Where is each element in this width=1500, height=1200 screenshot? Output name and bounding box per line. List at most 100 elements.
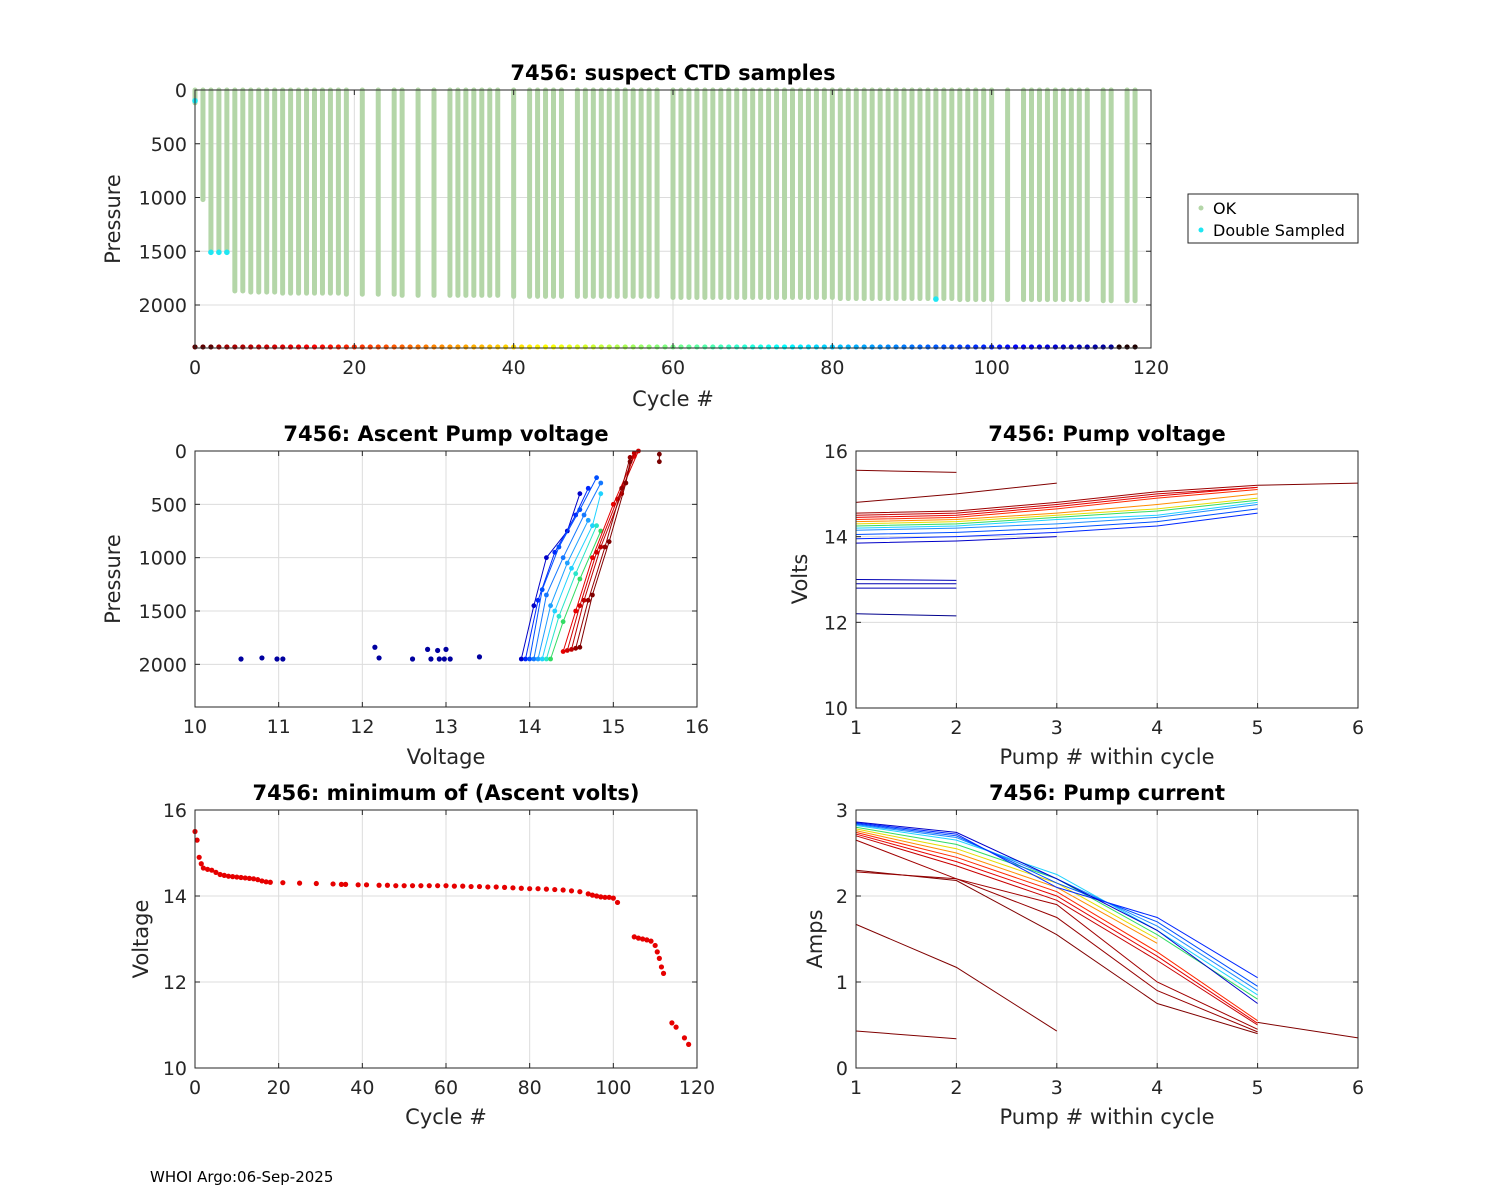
- cycle-marker: [997, 344, 1003, 350]
- footer-credit: WHOI Argo:06-Sep-2025: [150, 1168, 333, 1186]
- min-voltage-point: [606, 894, 612, 900]
- cycle-marker: [726, 344, 732, 350]
- y-axis-label: Amps: [803, 909, 827, 968]
- cycle-marker: [1012, 344, 1019, 350]
- voltage-series-point: [627, 459, 633, 465]
- voltage-series-point: [627, 455, 633, 460]
- y-axis-label: Pressure: [101, 174, 125, 264]
- cycle-marker: [1068, 344, 1074, 350]
- cycle-marker: [1036, 344, 1043, 350]
- pump-voltage-series: [855, 512, 1258, 540]
- cycle-marker: [766, 344, 772, 350]
- min-voltage-point: [213, 869, 219, 875]
- cycle-marker: [973, 344, 979, 350]
- cycle-marker: [503, 344, 509, 350]
- y-tick-label: 1: [836, 972, 848, 994]
- voltage-series-point: [577, 576, 583, 582]
- cycle-marker: [391, 344, 397, 350]
- voltage-series-point: [573, 512, 579, 518]
- cycle-marker: [208, 344, 214, 350]
- cycle-marker: [574, 344, 581, 350]
- cycle-marker: [869, 344, 875, 350]
- voltage-point: [424, 646, 431, 653]
- pump-current-series: [855, 828, 1158, 940]
- x-tick-label: 5: [1252, 1077, 1264, 1099]
- x-tick-label: 60: [434, 1077, 458, 1099]
- cycle-marker: [797, 344, 804, 350]
- pump-voltage-series: [855, 613, 957, 617]
- voltage-series-point: [573, 571, 579, 577]
- x-tick-label: 100: [595, 1077, 631, 1099]
- voltage-series-point: [602, 544, 608, 550]
- cycle-marker: [1060, 344, 1066, 350]
- min-voltage-point: [652, 942, 658, 949]
- voltage-series-point: [544, 656, 549, 662]
- min-voltage-point: [594, 893, 600, 899]
- voltage-series-point: [539, 656, 545, 662]
- min-voltage-point: [644, 937, 650, 943]
- min-voltage-point: [418, 883, 424, 889]
- min-voltage-point: [476, 883, 483, 890]
- cycle-marker: [463, 344, 469, 350]
- x-tick-label: 120: [1133, 357, 1169, 379]
- voltage-point: [476, 654, 483, 660]
- min-voltage-point: [669, 1020, 675, 1026]
- y-tick-label: 12: [824, 612, 848, 634]
- voltage-point: [435, 647, 441, 654]
- voltage-series-point: [590, 523, 595, 529]
- voltage-series-point: [581, 597, 587, 603]
- voltage-series-point: [535, 597, 541, 603]
- voltage-point: [441, 656, 447, 662]
- cycle-marker: [327, 344, 334, 350]
- y-tick-label: 0: [175, 80, 187, 102]
- pump-voltage-series: [855, 508, 1258, 536]
- cycle-marker: [933, 344, 939, 350]
- voltage-series-point: [585, 485, 591, 491]
- min-voltage-point: [225, 873, 232, 879]
- cycle-marker: [248, 344, 254, 350]
- voltage-point: [436, 656, 442, 662]
- cycle-marker: [295, 344, 302, 350]
- x-tick-label: 13: [434, 716, 458, 738]
- voltage-series-point: [569, 565, 574, 571]
- min-voltage-point: [343, 881, 349, 887]
- double-sampled-point: [216, 249, 222, 256]
- voltage-series-point: [523, 656, 528, 662]
- x-tick-label: 2: [950, 717, 962, 739]
- voltage-series-point: [581, 512, 587, 518]
- cycle-marker: [821, 344, 827, 350]
- min-voltage-point: [610, 895, 616, 901]
- cycle-marker: [264, 344, 270, 350]
- x-tick-label: 20: [267, 1077, 291, 1099]
- pump-current-series: [855, 821, 1258, 1004]
- cycle-marker: [789, 344, 796, 350]
- min-voltage-point: [501, 884, 508, 891]
- voltage-point: [447, 656, 453, 662]
- min-voltage-point: [330, 881, 336, 887]
- double-sampled-point: [933, 296, 939, 302]
- cycle-marker: [415, 344, 421, 350]
- x-axis-label: Cycle #: [405, 1105, 487, 1129]
- y-tick-label: 2000: [139, 295, 187, 317]
- cycle-marker: [1092, 344, 1098, 350]
- cycle-marker: [917, 344, 923, 350]
- min-voltage-point: [485, 884, 491, 890]
- cycle-marker: [1028, 344, 1035, 350]
- min-voltage-point: [246, 875, 252, 881]
- cycle-marker: [598, 344, 604, 350]
- pump-current-series: [855, 833, 1258, 1024]
- cycle-marker: [981, 344, 987, 350]
- y-tick-label: 1500: [139, 241, 187, 263]
- cycle-marker: [224, 344, 230, 350]
- cycle-marker: [1084, 344, 1090, 350]
- cycle-marker: [447, 344, 453, 350]
- pump-voltage-series: [855, 579, 957, 581]
- cycle-marker: [566, 344, 573, 350]
- x-tick-label: 20: [342, 357, 366, 379]
- voltage-series-point: [548, 603, 553, 609]
- min-voltage-point: [673, 1024, 679, 1030]
- cycle-marker: [941, 344, 947, 350]
- voltage-point: [428, 656, 434, 662]
- voltage-series-point: [619, 485, 625, 491]
